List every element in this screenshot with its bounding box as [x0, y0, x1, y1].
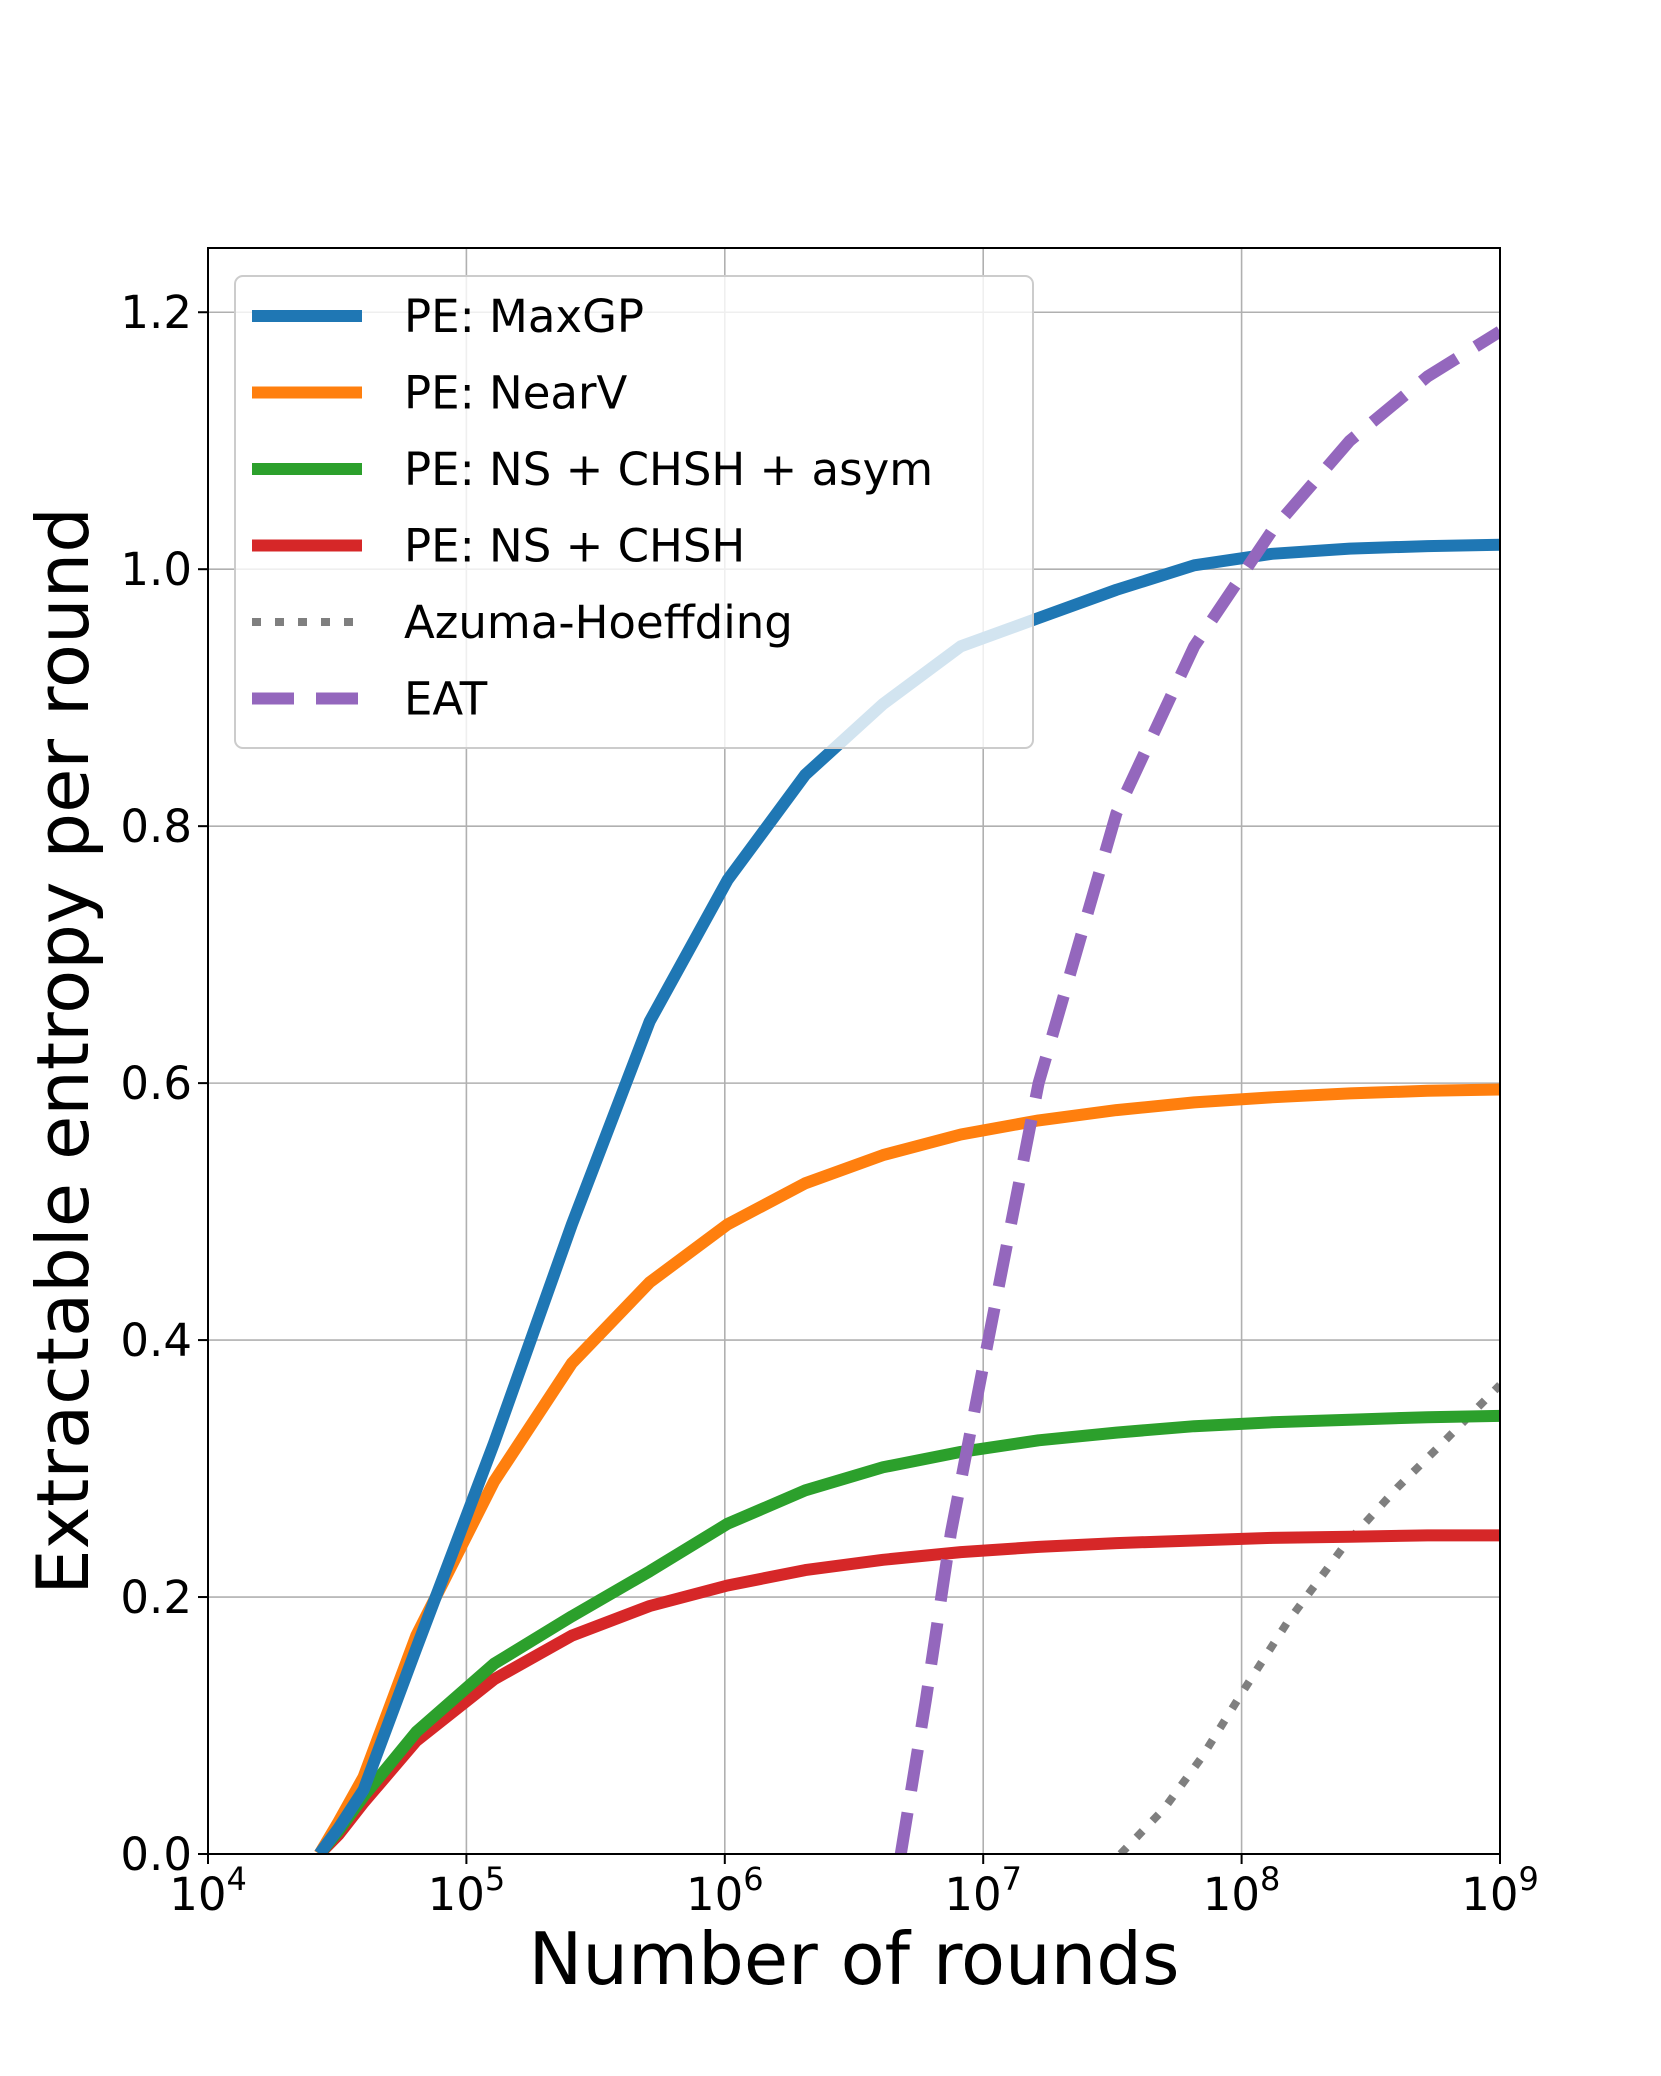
- legend-label-ns_chsh: PE: NS + CHSH: [404, 520, 745, 573]
- series-line-azuma: [1117, 1382, 1500, 1854]
- legend-label-maxgp: PE: MaxGP: [404, 290, 644, 343]
- series-line-ns_chsh: [315, 1529, 1500, 1854]
- plot-frame: [207, 247, 1501, 1855]
- series-line-ns_chsh_asym: [314, 1409, 1500, 1854]
- series-line-eat: [894, 326, 1500, 1854]
- y-tick-label: 0.0: [120, 1828, 192, 1881]
- x-tick-label: 105: [428, 1860, 506, 1921]
- legend-label-eat: EAT: [404, 673, 488, 726]
- x-tick-label: 109: [1461, 1860, 1539, 1921]
- y-tick-label: 1.0: [120, 543, 192, 596]
- y-tick-label: 0.4: [120, 1314, 192, 1367]
- x-tick-label: 107: [944, 1860, 1022, 1921]
- legend-label-nearv: PE: NearV: [404, 367, 627, 420]
- x-tick-label: 104: [169, 1860, 247, 1921]
- y-tick-label: 0.2: [120, 1571, 192, 1624]
- x-tick-label: 108: [1203, 1860, 1281, 1921]
- legend: PE: MaxGP PE: NearV PE: NS + CHSH + asym PE…: [234, 275, 1034, 749]
- y-tick-label: 1.2: [120, 286, 192, 339]
- legend-box: [234, 275, 1034, 749]
- y-tick-label: 0.8: [120, 800, 192, 853]
- series-line-nearv: [314, 1083, 1500, 1854]
- y-tick-label: 0.6: [120, 1057, 192, 1110]
- x-tick-label: 106: [686, 1860, 764, 1921]
- y-axis-title: Extractable entropy per round: [21, 507, 105, 1595]
- axis-ticks: 104 105 106 107 108 109 0.0 0.2 0.4 0.6 0.8 1.0 1.2: [120, 286, 1538, 1921]
- legend-label-azuma: Azuma-Hoeffding: [404, 596, 793, 649]
- legend-label-ns_chsh_asym: PE: NS + CHSH + asym: [404, 443, 933, 496]
- x-axis-title: Number of rounds: [529, 1917, 1180, 2001]
